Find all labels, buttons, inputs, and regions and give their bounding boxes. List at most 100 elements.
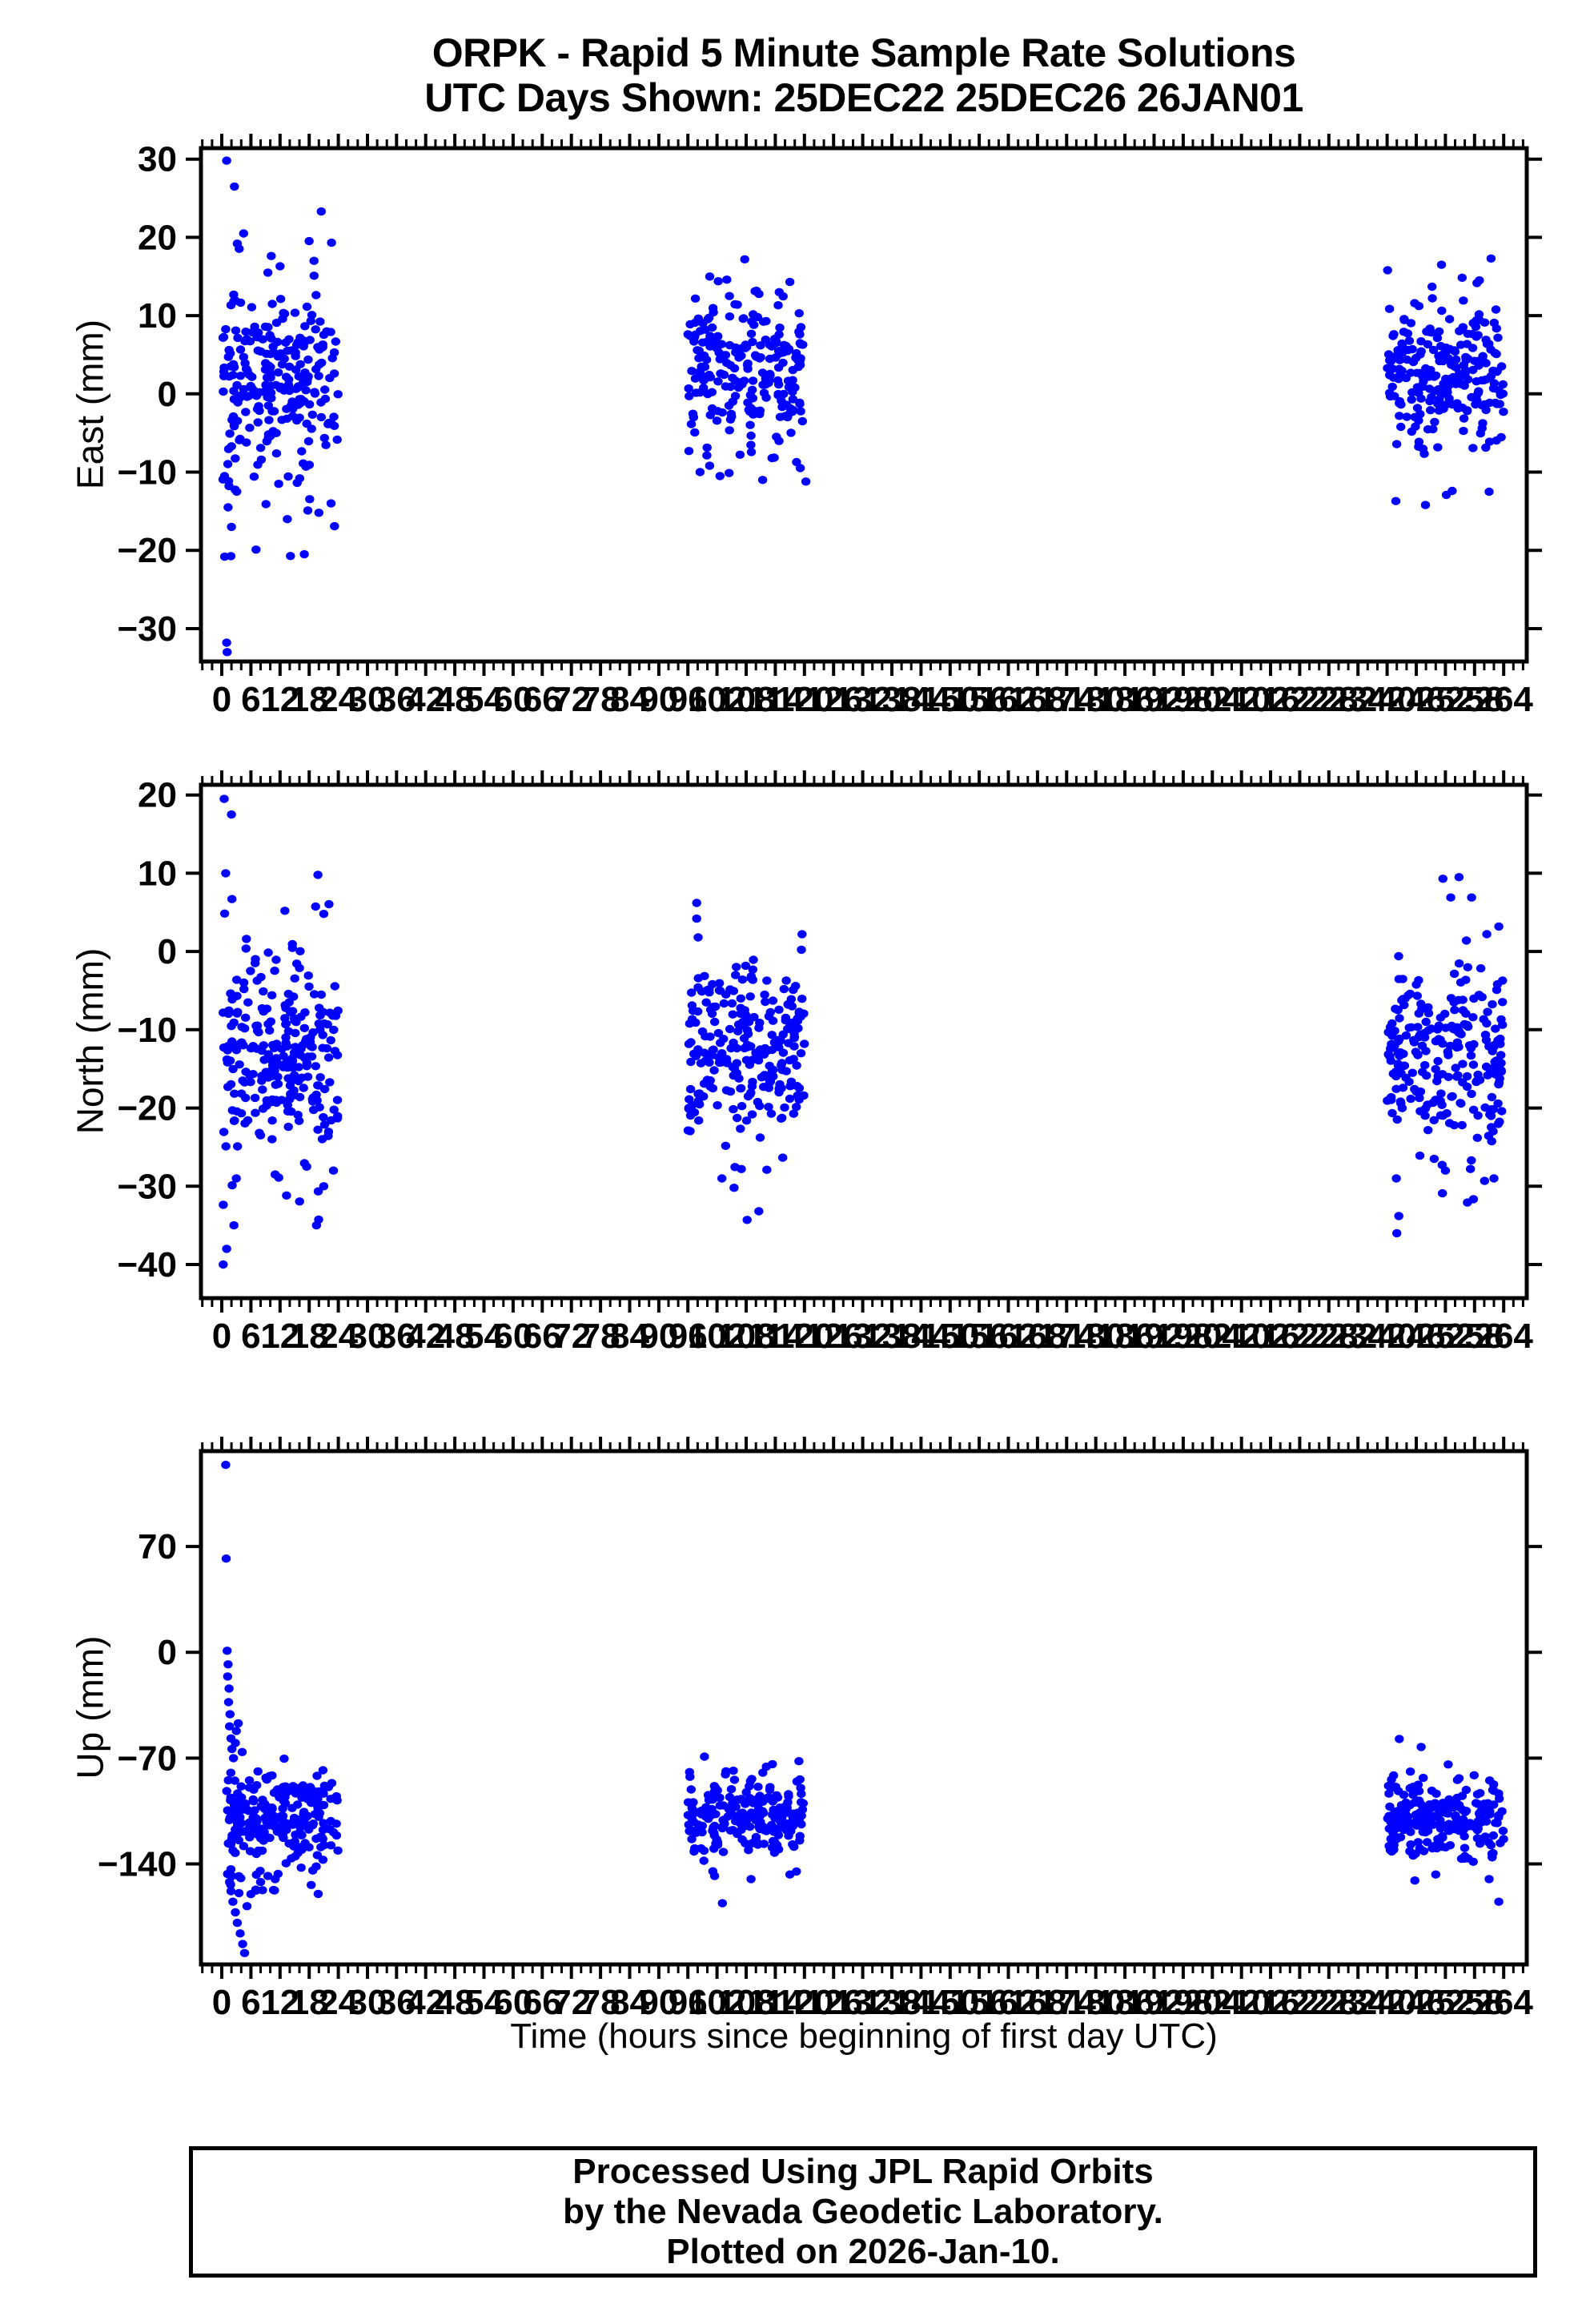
svg-text:96: 96 (669, 680, 708, 719)
svg-text:108: 108 (717, 1983, 775, 2022)
svg-text:12: 12 (260, 680, 299, 719)
svg-text:132: 132 (833, 1983, 892, 2022)
svg-text:138: 138 (862, 1317, 921, 1356)
y-ticks (186, 1545, 1542, 1866)
svg-text:48: 48 (436, 680, 475, 719)
svg-text:72: 72 (552, 680, 591, 719)
x-axis-label: Time (hours since beginning of first day… (510, 2016, 1218, 2056)
svg-text:228: 228 (1299, 1983, 1358, 2022)
svg-text:156: 156 (950, 1317, 1008, 1356)
svg-text:162: 162 (979, 680, 1038, 719)
svg-text:108: 108 (717, 1317, 775, 1356)
svg-text:192: 192 (1125, 1317, 1183, 1356)
x-ticks (201, 770, 1524, 1313)
svg-text:20: 20 (138, 776, 177, 815)
svg-text:30: 30 (348, 680, 387, 719)
svg-text:96: 96 (669, 1317, 708, 1356)
panel-east: 0 6 12182430364248546066727884909610210811… (117, 134, 1542, 719)
svg-text:168: 168 (1008, 1983, 1066, 2022)
svg-text:114: 114 (747, 1317, 805, 1356)
svg-text:−30: −30 (117, 1167, 177, 1206)
x-ticks (201, 1437, 1524, 1979)
svg-text:42: 42 (406, 1983, 445, 2022)
svg-text:60: 60 (493, 1317, 532, 1356)
svg-text:192: 192 (1125, 1983, 1183, 2022)
svg-text:168: 168 (1008, 680, 1066, 719)
svg-text:216: 216 (1241, 1983, 1299, 2022)
svg-text:84: 84 (610, 1317, 649, 1356)
plot-frame (199, 782, 1529, 1301)
svg-text:78: 78 (581, 1983, 620, 2022)
svg-text:126: 126 (804, 1317, 862, 1356)
svg-text:144: 144 (892, 1983, 951, 2022)
svg-text:6: 6 (241, 1317, 260, 1356)
svg-text:−40: −40 (117, 1245, 177, 1285)
y-tick-labels: −40 −30 −20 −10 0 10 20 (117, 776, 177, 1285)
svg-text:30: 30 (348, 1983, 387, 2022)
x-ticks (201, 134, 1524, 676)
svg-text:10: 10 (138, 854, 177, 893)
svg-text:−30: −30 (117, 609, 177, 649)
svg-text:114: 114 (747, 680, 805, 719)
svg-text:180: 180 (1066, 1983, 1125, 2022)
svg-text:−20: −20 (117, 531, 177, 570)
panel-north: 0 6 12182430364248546066727884909610210811… (117, 770, 1542, 1356)
svg-text:48: 48 (436, 1317, 475, 1356)
svg-text:20: 20 (138, 218, 177, 257)
svg-text:264: 264 (1474, 1983, 1533, 2022)
svg-text:18: 18 (290, 1317, 329, 1356)
svg-text:0: 0 (158, 1633, 177, 1672)
svg-text:6: 6 (241, 1983, 260, 2022)
figure-title-line2: UTC Days Shown: 25DEC22 25DEC26 26JAN01 (424, 75, 1303, 120)
figure-title-line1: ORPK - Rapid 5 Minute Sample Rate Soluti… (432, 30, 1296, 75)
svg-text:252: 252 (1416, 1983, 1475, 2022)
svg-text:258: 258 (1445, 1317, 1504, 1356)
svg-text:24: 24 (319, 1983, 358, 2022)
svg-text:−70: −70 (117, 1739, 177, 1778)
svg-text:228: 228 (1299, 680, 1358, 719)
svg-text:240: 240 (1358, 680, 1416, 719)
svg-text:108: 108 (717, 680, 775, 719)
svg-text:210: 210 (1212, 1983, 1271, 2022)
svg-text:234: 234 (1328, 680, 1387, 719)
data-points (221, 1461, 1508, 1957)
svg-text:138: 138 (862, 680, 921, 719)
svg-text:36: 36 (377, 680, 416, 719)
svg-text:126: 126 (804, 680, 862, 719)
svg-text:78: 78 (581, 1317, 620, 1356)
svg-text:30: 30 (138, 140, 177, 179)
svg-text:10: 10 (138, 296, 177, 336)
svg-text:36: 36 (377, 1317, 416, 1356)
svg-text:216: 216 (1241, 680, 1299, 719)
svg-text:60: 60 (493, 680, 532, 719)
svg-text:144: 144 (892, 680, 951, 719)
svg-text:252: 252 (1416, 1317, 1475, 1356)
svg-text:84: 84 (610, 1983, 649, 2022)
svg-text:0: 0 (158, 932, 177, 971)
svg-text:174: 174 (1038, 1983, 1097, 2022)
svg-text:138: 138 (862, 1983, 921, 2022)
svg-text:264: 264 (1474, 1317, 1533, 1356)
svg-text:66: 66 (523, 680, 562, 719)
svg-text:0: 0 (158, 375, 177, 414)
svg-text:186: 186 (1095, 1317, 1154, 1356)
svg-text:162: 162 (979, 1983, 1038, 2022)
footer-line1: Processed Using JPL Rapid Orbits (572, 2152, 1154, 2191)
svg-text:102: 102 (688, 680, 746, 719)
svg-text:54: 54 (464, 1983, 504, 2022)
svg-text:150: 150 (921, 1983, 979, 2022)
data-points (218, 156, 1508, 657)
svg-text:228: 228 (1299, 1317, 1358, 1356)
svg-text:66: 66 (523, 1317, 562, 1356)
svg-text:12: 12 (260, 1983, 299, 2022)
svg-text:258: 258 (1445, 1983, 1504, 2022)
plot-frame (199, 1449, 1529, 1967)
svg-text:24: 24 (319, 680, 358, 719)
svg-text:70: 70 (138, 1527, 177, 1566)
svg-text:198: 198 (1154, 680, 1212, 719)
svg-text:168: 168 (1008, 1317, 1066, 1356)
svg-text:150: 150 (921, 1317, 979, 1356)
svg-text:198: 198 (1154, 1983, 1212, 2022)
svg-text:24: 24 (319, 1317, 358, 1356)
y-ticks (186, 793, 1542, 1266)
